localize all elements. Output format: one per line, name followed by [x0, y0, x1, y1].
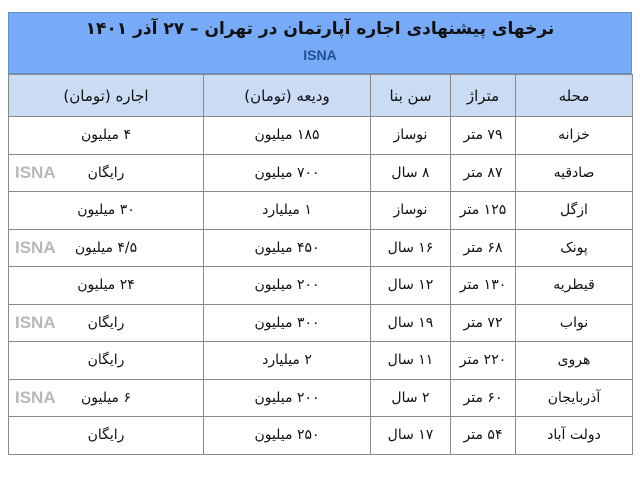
deposit-cell: ۱ میلیارد — [203, 191, 371, 230]
isna-watermark: ISNA — [15, 162, 56, 182]
neighborhood-cell: پونک — [515, 228, 633, 267]
deposit-cell: ۴۵۰ میلیون — [203, 228, 371, 267]
deposit-cell: ۷۰۰ میلیون — [203, 153, 371, 192]
neighborhood-cell: هروی — [515, 341, 633, 380]
neighborhood-cell: ازگل — [515, 191, 633, 230]
rent-value: ۴/۵ میلیون — [74, 239, 138, 256]
area-cell: ۲۲۰ متر — [450, 341, 516, 380]
neighborhood-cell: نواب — [515, 303, 633, 342]
area-cell: ۵۴ متر — [450, 416, 516, 455]
building-age-cell: ۱۷ سال — [370, 416, 451, 455]
isna-watermark: ISNA — [15, 387, 56, 407]
title-band: نرخهای پیشنهادی اجاره آپارتمان در تهران … — [8, 12, 632, 74]
column-header: متراژ — [450, 74, 516, 117]
table-title: نرخهای پیشنهادی اجاره آپارتمان در تهران … — [85, 19, 555, 39]
deposit-cell: ۲۰۰ میلیون — [203, 266, 371, 305]
area-cell: ۶۰ متر — [450, 378, 516, 417]
rent-value: رایگان — [87, 352, 125, 369]
rent-table-container: نرخهای پیشنهادی اجاره آپارتمان در تهران … — [8, 12, 633, 455]
deposit-cell: ۲۰۰ میلیون — [203, 378, 371, 417]
rent-cell: رایگان — [8, 416, 204, 455]
area-cell: ۶۸ متر — [450, 228, 516, 267]
column-header: اجاره (تومان) — [8, 74, 204, 117]
rent-cell: ۴ میلیون — [8, 116, 204, 155]
table-row: ازگل ۱۲۵ متر نوساز ۱ میلیارد ۳۰ میلیون — [8, 191, 633, 230]
deposit-cell: ۲۵۰ میلیون — [203, 416, 371, 455]
neighborhood-cell: خزانه — [515, 116, 633, 155]
table-row: هروی ۲۲۰ متر ۱۱ سال ۲ میلیارد رایگان — [8, 341, 633, 380]
rent-cell: رایگان ISNA — [8, 303, 204, 342]
deposit-cell: ۲ میلیارد — [203, 341, 371, 380]
brand-label: ISNA — [303, 47, 337, 63]
rent-cell: رایگان — [8, 341, 204, 380]
table-row: صادقیه ۸۷ متر ۸ سال ۷۰۰ میلیون رایگان ISNA — [8, 153, 633, 192]
area-cell: ۱۲۵ متر — [450, 191, 516, 230]
rent-table: محله متراژ سن بنا ودیعه (تومان) اجاره (ت… — [8, 74, 633, 455]
table-row: پونک ۶۸ متر ۱۶ سال ۴۵۰ میلیون ۴/۵ میلیون ISNA — [8, 228, 633, 267]
rent-value: رایگان — [87, 164, 125, 181]
rent-value: رایگان — [87, 427, 125, 444]
building-age-cell: نوساز — [370, 191, 451, 230]
rent-cell: ۴/۵ میلیون ISNA — [8, 228, 204, 267]
column-header: ودیعه (تومان) — [203, 74, 371, 117]
isna-watermark: ISNA — [15, 237, 56, 257]
table-row: دولت آباد ۵۴ متر ۱۷ سال ۲۵۰ میلیون رایگان — [8, 416, 633, 455]
area-cell: ۸۷ متر — [450, 153, 516, 192]
table-row: قیطریه ۱۳۰ متر ۱۲ سال ۲۰۰ میلیون ۲۴ میلیون — [8, 266, 633, 305]
rent-value: ۳۰ میلیون — [77, 202, 135, 219]
header-row: محله متراژ سن بنا ودیعه (تومان) اجاره (ت… — [8, 74, 633, 117]
isna-watermark: ISNA — [15, 312, 56, 332]
rent-cell: ۳۰ میلیون — [8, 191, 204, 230]
building-age-cell: ۲ سال — [370, 378, 451, 417]
building-age-cell: ۱۲ سال — [370, 266, 451, 305]
table-row: خزانه ۷۹ متر نوساز ۱۸۵ میلیون ۴ میلیون — [8, 116, 633, 155]
table-row: آذربایجان ۶۰ متر ۲ سال ۲۰۰ میلیون ۶ میلیون IS… — [8, 378, 633, 417]
neighborhood-cell: دولت آباد — [515, 416, 633, 455]
neighborhood-cell: صادقیه — [515, 153, 633, 192]
area-cell: ۷۲ متر — [450, 303, 516, 342]
building-age-cell: نوساز — [370, 116, 451, 155]
deposit-cell: ۱۸۵ میلیون — [203, 116, 371, 155]
rent-value: ۴ میلیون — [80, 127, 132, 144]
building-age-cell: ۱۹ سال — [370, 303, 451, 342]
area-cell: ۷۹ متر — [450, 116, 516, 155]
column-header: محله — [515, 74, 633, 117]
neighborhood-cell: قیطریه — [515, 266, 633, 305]
rent-value: ۶ میلیون — [80, 389, 132, 406]
building-age-cell: ۱۱ سال — [370, 341, 451, 380]
column-header: سن بنا — [370, 74, 451, 117]
neighborhood-cell: آذربایجان — [515, 378, 633, 417]
rent-value: ۲۴ میلیون — [77, 277, 135, 294]
rent-cell: ۲۴ میلیون — [8, 266, 204, 305]
rent-cell: رایگان ISNA — [8, 153, 204, 192]
rent-cell: ۶ میلیون ISNA — [8, 378, 204, 417]
building-age-cell: ۱۶ سال — [370, 228, 451, 267]
building-age-cell: ۸ سال — [370, 153, 451, 192]
table-row: نواب ۷۲ متر ۱۹ سال ۳۰۰ میلیون رایگان ISNA — [8, 303, 633, 342]
rent-value: رایگان — [87, 314, 125, 331]
area-cell: ۱۳۰ متر — [450, 266, 516, 305]
deposit-cell: ۳۰۰ میلیون — [203, 303, 371, 342]
